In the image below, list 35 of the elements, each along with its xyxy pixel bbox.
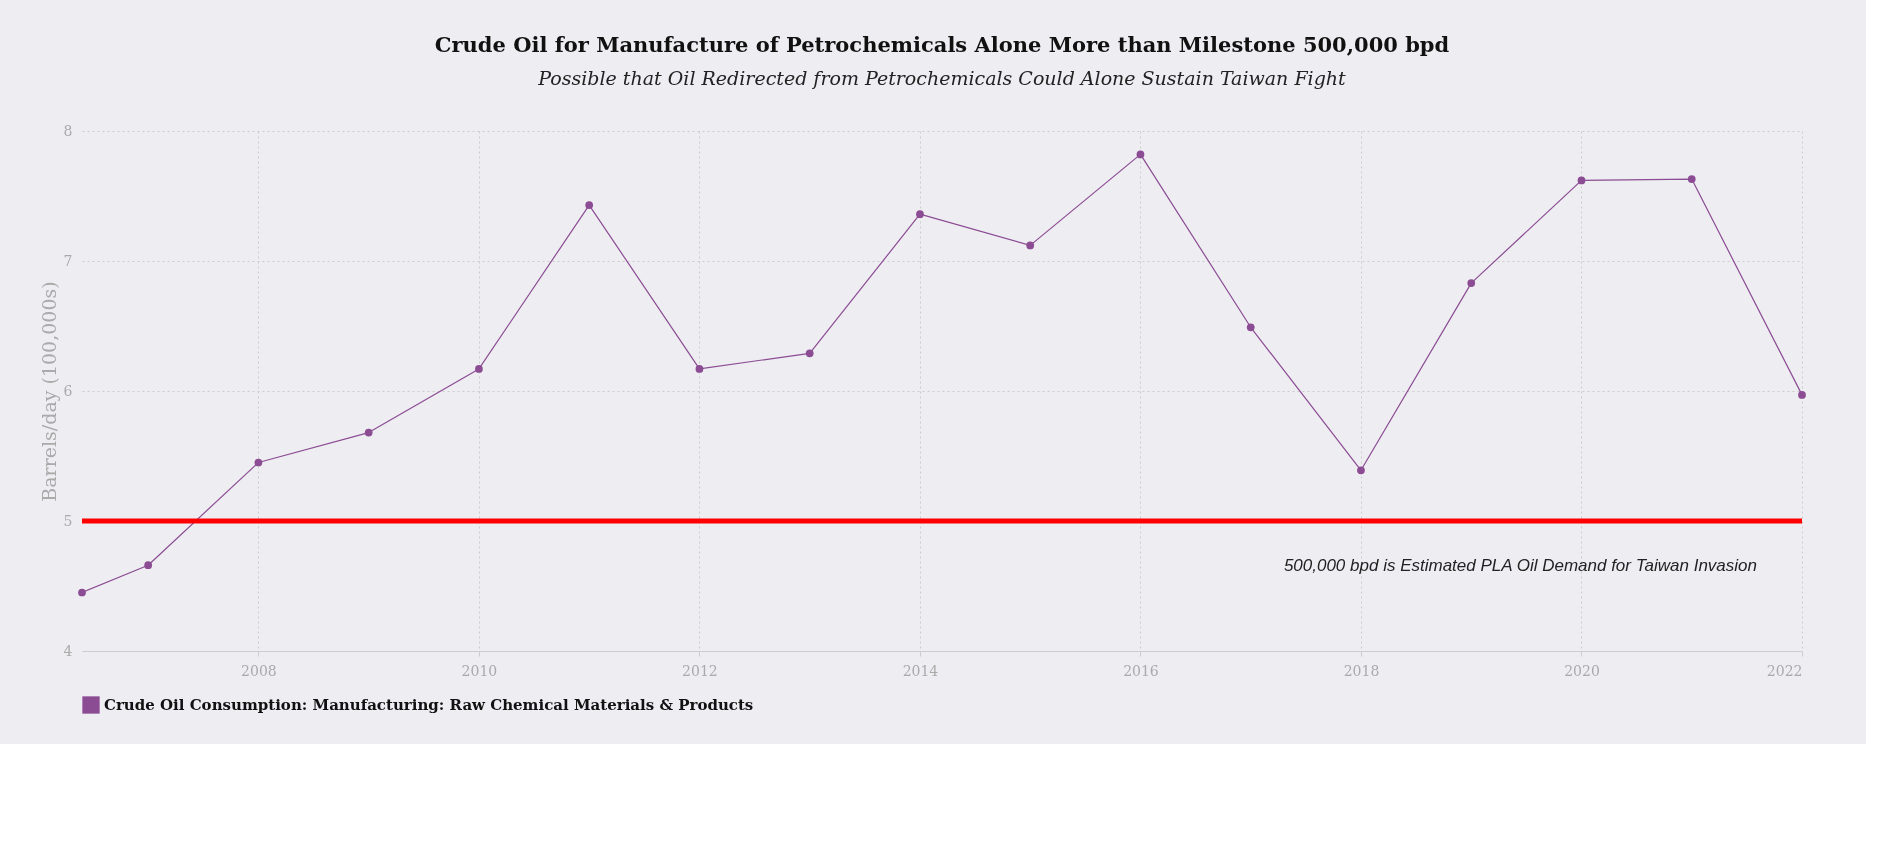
y-axis-title: Barrels/day (100,000s): [37, 281, 60, 502]
x-tick-label: 2010: [461, 662, 498, 679]
point: [1246, 323, 1255, 332]
x-tick-label: 2012: [682, 662, 718, 679]
x-tick-label: 2008: [241, 662, 277, 679]
y-tick-label: 8: [63, 122, 73, 139]
point: [1026, 241, 1035, 250]
point: [585, 201, 594, 209]
point: [916, 210, 924, 219]
x-tick-label: 2022: [1766, 662, 1803, 679]
y-tick-label: 5: [63, 512, 73, 529]
point: [1357, 466, 1365, 475]
point: [475, 365, 483, 373]
legend-label: Crude Oil Consumption: Manufacturing: Raw Chemical Materials & Products: [104, 696, 754, 714]
y-tick-label: 6: [63, 382, 73, 399]
y-tick-label: 4: [63, 642, 73, 659]
point: [805, 349, 814, 358]
chart-subtitle: Possible that Oil Redirected from Petrochemicals Could Alone Sustain Taiwan Fight: [537, 67, 1347, 89]
x-tick-label: 2014: [902, 662, 939, 679]
point: [1798, 391, 1806, 399]
point: [695, 365, 704, 373]
point: [1467, 279, 1476, 287]
x-tick-label: 2018: [1343, 662, 1380, 679]
point: [1136, 150, 1145, 159]
point: [1687, 175, 1696, 183]
chart-title: Crude Oil for Manufacture of Petrochemicals Alone More than Milestone 500,000 bpd: [434, 32, 1450, 57]
point: [144, 561, 153, 570]
x-tick-label: 2020: [1564, 662, 1600, 679]
point: [78, 588, 86, 597]
y-tick-label: 7: [63, 252, 73, 269]
point: [364, 428, 373, 437]
ref-line-label: 500,000 bpd is Estimated PLA Oil Demand for Taiwan Invasion: [1283, 556, 1757, 575]
point: [254, 458, 263, 467]
point: [1577, 176, 1586, 185]
x-tick-label: 2016: [1123, 662, 1159, 679]
